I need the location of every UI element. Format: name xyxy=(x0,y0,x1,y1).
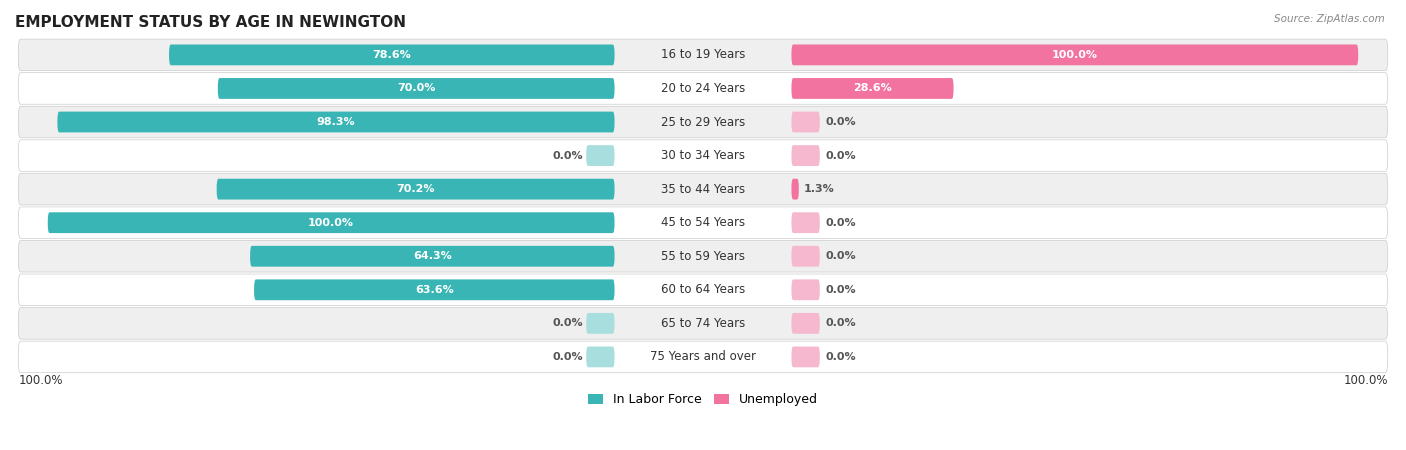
Text: 1.3%: 1.3% xyxy=(804,184,835,194)
FancyBboxPatch shape xyxy=(254,279,614,300)
FancyBboxPatch shape xyxy=(586,145,614,166)
Text: 100.0%: 100.0% xyxy=(1343,374,1388,387)
Text: 25 to 29 Years: 25 to 29 Years xyxy=(661,116,745,129)
Text: 98.3%: 98.3% xyxy=(316,117,356,127)
Text: 35 to 44 Years: 35 to 44 Years xyxy=(661,183,745,196)
Text: 0.0%: 0.0% xyxy=(825,151,856,161)
FancyBboxPatch shape xyxy=(18,341,1388,373)
FancyBboxPatch shape xyxy=(792,112,820,132)
Text: 64.3%: 64.3% xyxy=(413,251,451,261)
Text: 45 to 54 Years: 45 to 54 Years xyxy=(661,216,745,229)
FancyBboxPatch shape xyxy=(792,346,820,367)
Text: 28.6%: 28.6% xyxy=(853,83,891,94)
FancyBboxPatch shape xyxy=(18,308,1388,339)
FancyBboxPatch shape xyxy=(218,78,614,99)
Text: 0.0%: 0.0% xyxy=(825,117,856,127)
FancyBboxPatch shape xyxy=(792,179,799,199)
FancyBboxPatch shape xyxy=(792,313,820,334)
Text: 16 to 19 Years: 16 to 19 Years xyxy=(661,49,745,61)
FancyBboxPatch shape xyxy=(18,173,1388,205)
Text: 20 to 24 Years: 20 to 24 Years xyxy=(661,82,745,95)
FancyBboxPatch shape xyxy=(586,313,614,334)
FancyBboxPatch shape xyxy=(169,45,614,65)
FancyBboxPatch shape xyxy=(792,45,1358,65)
Text: 100.0%: 100.0% xyxy=(18,374,63,387)
Text: 0.0%: 0.0% xyxy=(553,318,583,328)
FancyBboxPatch shape xyxy=(18,140,1388,171)
Text: 65 to 74 Years: 65 to 74 Years xyxy=(661,317,745,330)
FancyBboxPatch shape xyxy=(792,246,820,267)
Text: 0.0%: 0.0% xyxy=(825,318,856,328)
FancyBboxPatch shape xyxy=(18,39,1388,71)
FancyBboxPatch shape xyxy=(18,274,1388,306)
Text: 60 to 64 Years: 60 to 64 Years xyxy=(661,284,745,296)
Text: 0.0%: 0.0% xyxy=(825,251,856,261)
Text: EMPLOYMENT STATUS BY AGE IN NEWINGTON: EMPLOYMENT STATUS BY AGE IN NEWINGTON xyxy=(15,15,406,30)
Legend: In Labor Force, Unemployed: In Labor Force, Unemployed xyxy=(583,388,823,411)
Text: 0.0%: 0.0% xyxy=(553,151,583,161)
FancyBboxPatch shape xyxy=(48,212,614,233)
Text: Source: ZipAtlas.com: Source: ZipAtlas.com xyxy=(1274,14,1385,23)
FancyBboxPatch shape xyxy=(792,145,820,166)
FancyBboxPatch shape xyxy=(792,212,820,233)
Text: 0.0%: 0.0% xyxy=(553,352,583,362)
Text: 0.0%: 0.0% xyxy=(825,352,856,362)
Text: 30 to 34 Years: 30 to 34 Years xyxy=(661,149,745,162)
Text: 78.6%: 78.6% xyxy=(373,50,411,60)
FancyBboxPatch shape xyxy=(217,179,614,199)
Text: 100.0%: 100.0% xyxy=(308,218,354,228)
Text: 0.0%: 0.0% xyxy=(825,218,856,228)
Text: 63.6%: 63.6% xyxy=(415,285,454,295)
Text: 75 Years and over: 75 Years and over xyxy=(650,351,756,364)
FancyBboxPatch shape xyxy=(586,346,614,367)
FancyBboxPatch shape xyxy=(18,106,1388,138)
FancyBboxPatch shape xyxy=(18,207,1388,238)
FancyBboxPatch shape xyxy=(18,240,1388,272)
FancyBboxPatch shape xyxy=(792,78,953,99)
FancyBboxPatch shape xyxy=(18,73,1388,104)
Text: 70.0%: 70.0% xyxy=(396,83,436,94)
Text: 0.0%: 0.0% xyxy=(825,285,856,295)
Text: 100.0%: 100.0% xyxy=(1052,50,1098,60)
FancyBboxPatch shape xyxy=(250,246,614,267)
Text: 55 to 59 Years: 55 to 59 Years xyxy=(661,250,745,263)
FancyBboxPatch shape xyxy=(58,112,614,132)
Text: 70.2%: 70.2% xyxy=(396,184,434,194)
FancyBboxPatch shape xyxy=(792,279,820,300)
